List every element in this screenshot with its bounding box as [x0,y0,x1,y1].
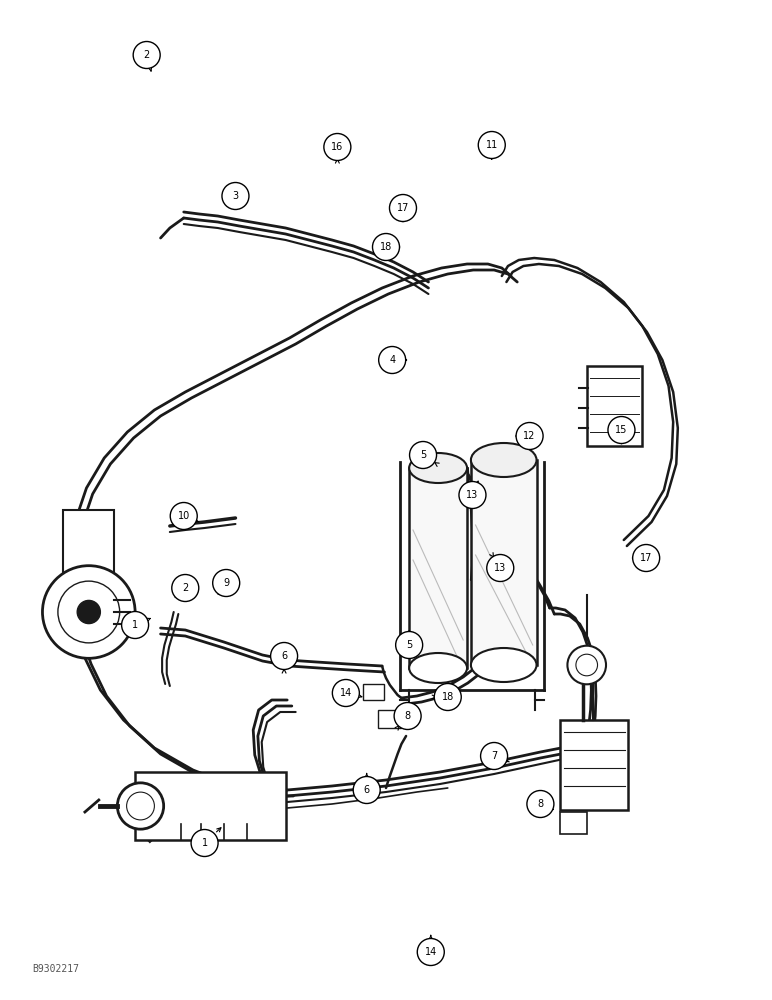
Circle shape [516,422,543,450]
Ellipse shape [409,453,467,483]
Bar [409,468,467,668]
Ellipse shape [409,653,467,683]
Bar [378,710,401,728]
Circle shape [373,233,399,260]
Circle shape [222,182,249,210]
Text: 8: 8 [405,711,411,721]
Circle shape [487,554,513,582]
Ellipse shape [471,648,537,682]
Bar [363,684,384,700]
Text: 4: 4 [389,355,395,365]
Text: 13: 13 [466,490,479,500]
Circle shape [390,194,416,222]
Circle shape [527,790,554,818]
Text: 5: 5 [420,450,426,460]
Bar [63,510,114,578]
Bar [560,720,628,810]
Circle shape [354,776,380,804]
Text: 1: 1 [201,838,208,848]
Ellipse shape [471,443,537,477]
Text: 8: 8 [537,799,543,809]
Text: B9302217: B9302217 [32,964,80,974]
Circle shape [608,416,635,444]
Circle shape [418,938,444,966]
Circle shape [410,442,436,468]
Circle shape [271,643,297,670]
Circle shape [633,544,659,572]
Text: 18: 18 [380,242,392,252]
Text: 6: 6 [281,651,287,661]
Text: 9: 9 [223,578,229,588]
Circle shape [435,684,461,710]
Circle shape [567,646,606,684]
Circle shape [394,702,421,730]
Text: 6: 6 [364,785,370,795]
Circle shape [122,611,148,639]
Circle shape [479,131,505,158]
Circle shape [172,574,198,601]
Text: 14: 14 [340,688,352,698]
Text: 7: 7 [491,751,497,761]
Circle shape [134,41,160,68]
Text: 5: 5 [406,640,412,650]
Text: 2: 2 [144,50,150,60]
Text: 3: 3 [232,191,239,201]
Text: 10: 10 [178,511,190,521]
Bar [587,366,642,446]
Circle shape [459,482,486,508]
Text: 2: 2 [182,583,188,593]
Circle shape [379,347,405,373]
Bar [560,812,587,834]
Circle shape [191,830,218,856]
Circle shape [396,632,422,658]
Text: 17: 17 [397,203,409,213]
Text: 18: 18 [442,692,454,702]
Text: 15: 15 [615,425,628,435]
Circle shape [481,742,507,770]
Text: 13: 13 [494,563,506,573]
Circle shape [77,600,100,624]
Text: 11: 11 [486,140,498,150]
Circle shape [171,502,197,530]
Bar [471,460,537,665]
Text: 12: 12 [523,431,536,441]
Text: 1: 1 [132,620,138,630]
Text: 14: 14 [425,947,437,957]
Circle shape [117,783,164,829]
Bar [135,772,286,840]
Text: 17: 17 [640,553,652,563]
Text: 16: 16 [331,142,344,152]
Circle shape [42,566,135,658]
Circle shape [324,133,350,160]
Circle shape [333,680,359,706]
Circle shape [213,570,239,596]
